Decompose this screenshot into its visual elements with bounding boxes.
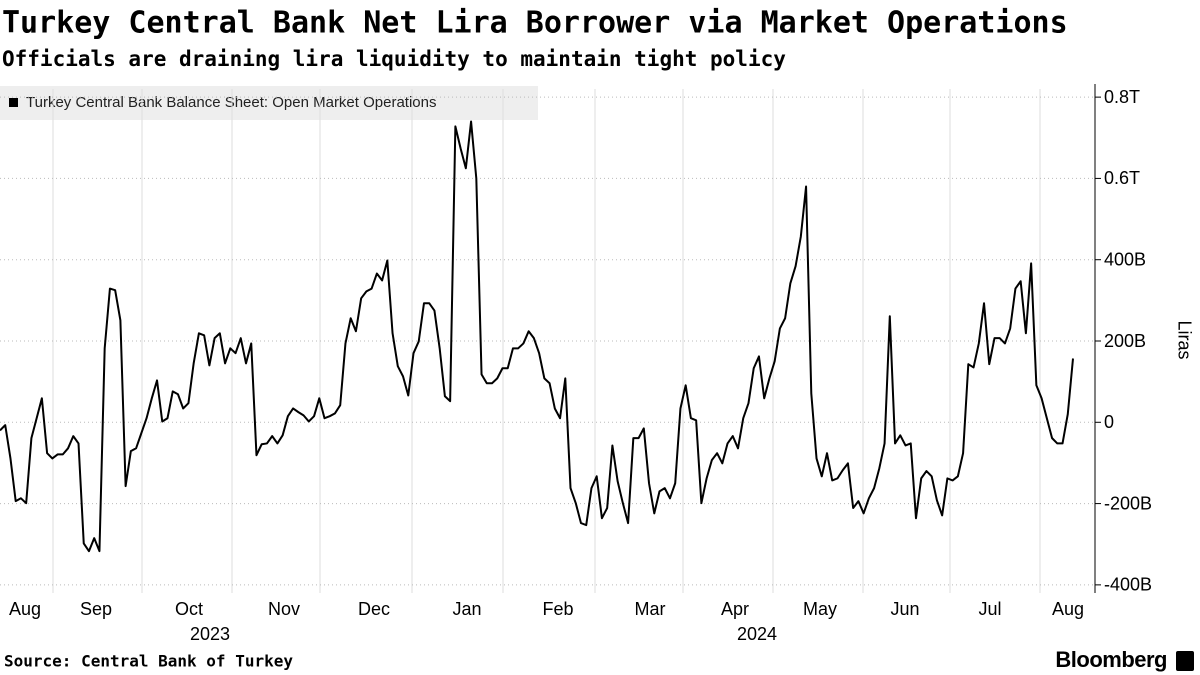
x-tick-label: Aug xyxy=(9,599,41,619)
x-tick-label: Mar xyxy=(635,599,666,619)
year-label: 2024 xyxy=(737,624,777,644)
x-tick-label: Feb xyxy=(542,599,573,619)
x-tick-label: Jan xyxy=(452,599,481,619)
y-tick-label: -400B xyxy=(1104,575,1152,595)
x-tick-label: Sep xyxy=(80,599,112,619)
brand-icon xyxy=(1176,651,1194,671)
chart-title: Turkey Central Bank Net Lira Borrower vi… xyxy=(2,6,1068,41)
x-tick-label: Aug xyxy=(1052,599,1084,619)
y-tick-label: 0 xyxy=(1104,412,1114,432)
x-tick-label: Apr xyxy=(721,599,749,619)
y-axis-label: Liras xyxy=(1174,320,1194,359)
x-tick-label: Jun xyxy=(890,599,919,619)
x-tick-label: Dec xyxy=(358,599,390,619)
y-tick-label: 0.6T xyxy=(1104,168,1140,188)
legend-swatch xyxy=(9,98,18,107)
y-tick-label: 200B xyxy=(1104,331,1146,351)
x-tick-label: May xyxy=(803,599,837,619)
x-tick-label: Jul xyxy=(978,599,1001,619)
y-tick-label: 0.8T xyxy=(1104,87,1140,107)
legend-box xyxy=(0,86,538,120)
source: Source: Central Bank of Turkey xyxy=(4,652,293,671)
x-tick-label: Nov xyxy=(268,599,300,619)
y-tick-label: -200B xyxy=(1104,493,1152,513)
legend-label: Turkey Central Bank Balance Sheet: Open … xyxy=(26,94,437,111)
year-label: 2023 xyxy=(190,624,230,644)
y-tick-label: 400B xyxy=(1104,249,1146,269)
brand: Bloomberg xyxy=(1055,647,1167,672)
x-tick-label: Oct xyxy=(175,599,203,619)
data-line xyxy=(0,120,1074,553)
chart-subtitle: Officials are draining lira liquidity to… xyxy=(2,47,786,71)
